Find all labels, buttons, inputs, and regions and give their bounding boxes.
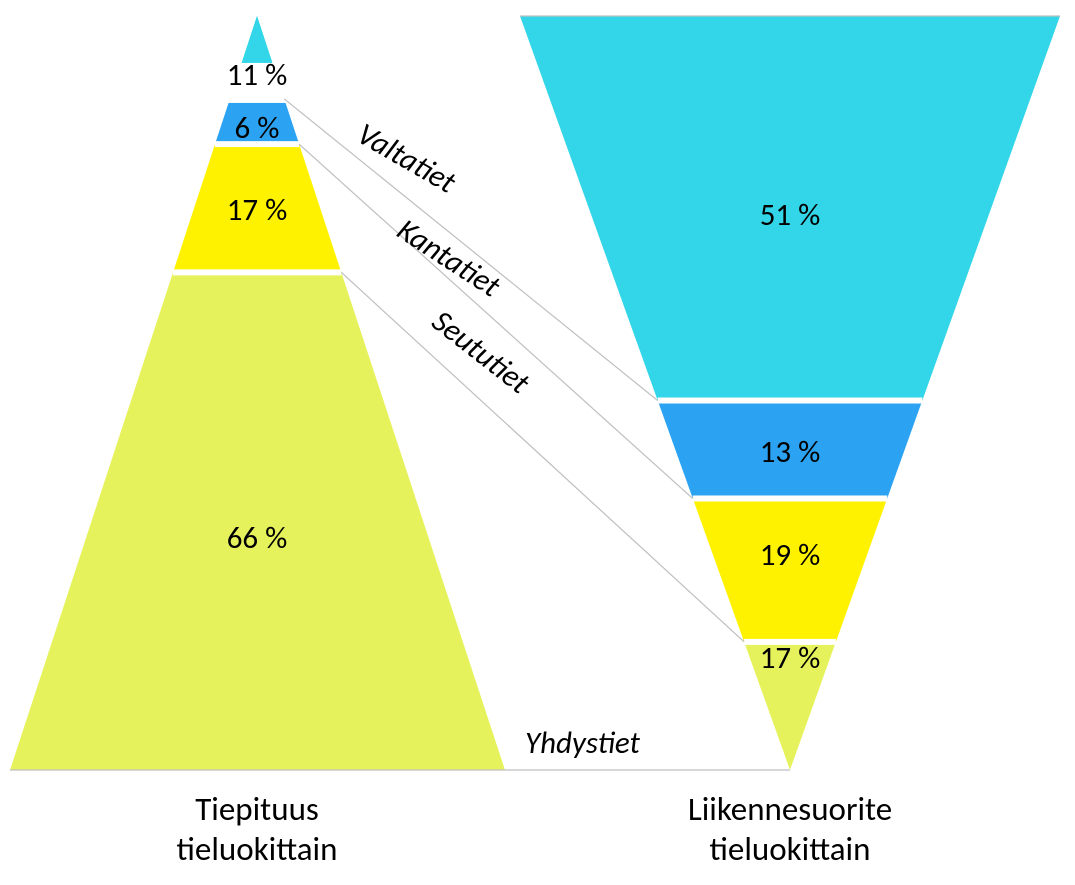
right-pct-yhdystiet: 17 %: [760, 639, 821, 677]
right-pct-valtatiet: 51 %: [760, 196, 821, 234]
category-label-kantatiet: Kantatiet: [390, 211, 508, 306]
right-pct-kantatiet: 13 %: [760, 433, 821, 471]
left-title-line1: Tiepituus: [195, 789, 319, 829]
right-title-line2: tieluokittain: [710, 829, 871, 869]
left-seg-valtatiet-tip: [242, 16, 272, 62]
left-pct-valtatiet: 11 %: [227, 56, 288, 94]
category-label-valtatiet: Valtatiet: [351, 115, 463, 202]
category-label-seututiet: Seututiet: [424, 302, 537, 402]
left-title-line2: tieluokittain: [177, 829, 338, 869]
right-title-line1: Liikennesuorite: [688, 789, 892, 829]
right-pct-seututiet: 19 %: [760, 536, 821, 574]
left-pct-kantatiet: 6 %: [235, 109, 280, 147]
left-pct-seututiet: 17 %: [227, 191, 288, 229]
left-pct-yhdystiet: 66 %: [227, 519, 288, 557]
category-label-yhdystiet: Yhdystiet: [525, 724, 640, 762]
